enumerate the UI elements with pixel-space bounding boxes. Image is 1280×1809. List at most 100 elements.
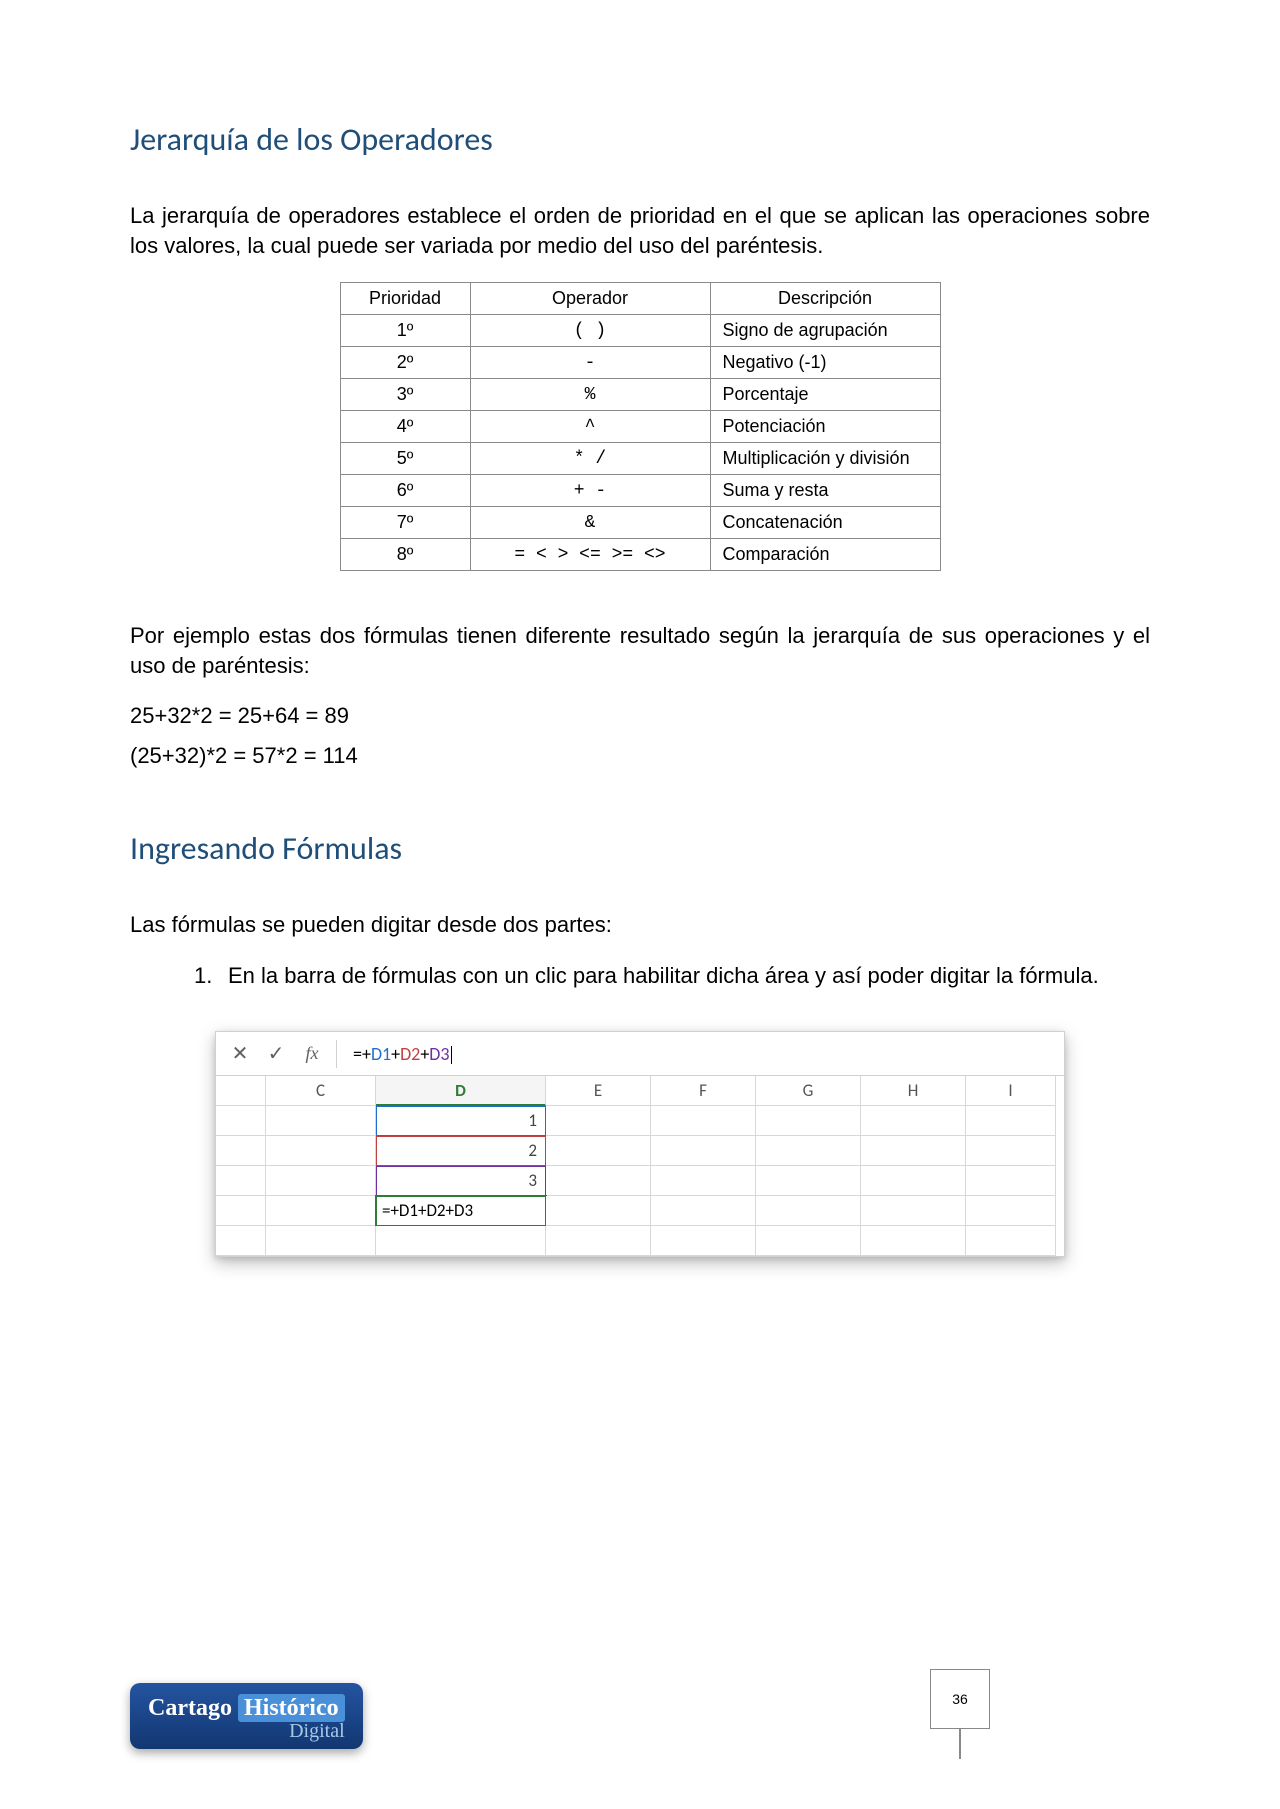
cell[interactable] (756, 1106, 861, 1136)
cell[interactable] (966, 1226, 1056, 1256)
cell[interactable]: 3 (376, 1166, 546, 1196)
example-formula-2: (25+32)*2 = 57*2 = 114 (130, 743, 1150, 769)
intro2: Las fórmulas se pueden digitar desde dos… (130, 910, 1150, 940)
fx-icon[interactable]: fx (294, 1043, 330, 1064)
cell-prio: 5º (340, 443, 470, 475)
cell-op: - (470, 347, 710, 379)
cell-prio: 6º (340, 475, 470, 507)
table-row: 5º* /Multiplicación y división (340, 443, 940, 475)
cell[interactable] (756, 1166, 861, 1196)
list-text: En la barra de fórmulas con un clic para… (228, 961, 1099, 991)
header-prioridad: Prioridad (340, 283, 470, 315)
cell[interactable] (651, 1226, 756, 1256)
cell-prio: 3º (340, 379, 470, 411)
cell[interactable] (216, 1136, 266, 1166)
formula-bar: ✕ ✓ fx =+D1+D2+D3 (216, 1032, 1064, 1076)
cell-desc: Porcentaje (710, 379, 940, 411)
cell-desc: Multiplicación y división (710, 443, 940, 475)
operators-table: Prioridad Operador Descripción 1º( )Sign… (340, 282, 941, 571)
header-descripcion: Descripción (710, 283, 940, 315)
cell[interactable] (216, 1106, 266, 1136)
column-header[interactable]: F (651, 1076, 756, 1106)
formula-bar-input[interactable]: =+D1+D2+D3 (343, 1043, 1058, 1065)
table-row: 6º+ -Suma y resta (340, 475, 940, 507)
cell[interactable] (266, 1136, 376, 1166)
cell-prio: 1º (340, 315, 470, 347)
cell[interactable] (376, 1226, 546, 1256)
cell[interactable] (546, 1166, 651, 1196)
cell[interactable]: 1 (376, 1106, 546, 1136)
cell[interactable] (966, 1136, 1056, 1166)
cell[interactable] (651, 1196, 756, 1226)
column-header[interactable]: G (756, 1076, 861, 1106)
excel-screenshot: ✕ ✓ fx =+D1+D2+D3 CDEFGHI123=+D1+D2+D3 (215, 1031, 1065, 1257)
cell[interactable] (266, 1196, 376, 1226)
cell[interactable] (266, 1226, 376, 1256)
column-header[interactable]: C (266, 1076, 376, 1106)
cell[interactable] (861, 1166, 966, 1196)
accept-icon[interactable]: ✓ (258, 1041, 294, 1066)
cell[interactable] (651, 1106, 756, 1136)
cell[interactable]: 2 (376, 1136, 546, 1166)
cell[interactable] (546, 1226, 651, 1256)
cell-op: % (470, 379, 710, 411)
cancel-icon[interactable]: ✕ (222, 1041, 258, 1066)
cell[interactable] (756, 1196, 861, 1226)
column-header[interactable]: D (376, 1076, 546, 1106)
cell[interactable] (756, 1226, 861, 1256)
logo-text-historico: Histórico (238, 1694, 345, 1722)
formula-bar-divider (336, 1040, 337, 1068)
cell[interactable] (546, 1196, 651, 1226)
table-row: 3º%Porcentaje (340, 379, 940, 411)
cell[interactable] (546, 1136, 651, 1166)
cell[interactable] (861, 1136, 966, 1166)
cell-op: ^ (470, 411, 710, 443)
table-row: 1º( )Signo de agrupación (340, 315, 940, 347)
section-heading-jerarquia: Jerarquía de los Operadores (130, 120, 1150, 159)
cell-desc: Negativo (-1) (710, 347, 940, 379)
list-number: 1. (194, 961, 228, 991)
column-header[interactable]: E (546, 1076, 651, 1106)
operators-table-wrap: Prioridad Operador Descripción 1º( )Sign… (130, 282, 1150, 571)
cell-op: = < > <= >= <> (470, 539, 710, 571)
column-header[interactable]: I (966, 1076, 1056, 1106)
document-page: Jerarquía de los Operadores La jerarquía… (0, 0, 1280, 1809)
cell[interactable] (861, 1226, 966, 1256)
cell[interactable] (546, 1106, 651, 1136)
cell[interactable] (216, 1166, 266, 1196)
cell[interactable] (216, 1226, 266, 1256)
cell-desc: Suma y resta (710, 475, 940, 507)
cell-op: * / (470, 443, 710, 475)
intro-paragraph: La jerarquía de operadores establece el … (130, 201, 1150, 260)
page-footer: Cartago Histórico Digital 36 (130, 1683, 1150, 1749)
cell[interactable] (861, 1106, 966, 1136)
cell[interactable] (966, 1106, 1056, 1136)
spreadsheet-grid[interactable]: CDEFGHI 123=+D1+D2+D3 (216, 1076, 1064, 1256)
cell[interactable]: =+D1+D2+D3 (376, 1196, 546, 1226)
cell-prio: 2º (340, 347, 470, 379)
table-row: 8º= < > <= >= <>Comparación (340, 539, 940, 571)
column-header[interactable]: H (861, 1076, 966, 1106)
cell[interactable] (651, 1166, 756, 1196)
cell[interactable] (861, 1196, 966, 1226)
cell[interactable] (756, 1136, 861, 1166)
cell-prio: 8º (340, 539, 470, 571)
cell-desc: Comparación (710, 539, 940, 571)
page-number-connector (959, 1729, 961, 1759)
cell[interactable] (966, 1196, 1056, 1226)
list-item-1: 1. En la barra de fórmulas con un clic p… (194, 961, 1150, 991)
cell[interactable] (266, 1166, 376, 1196)
logo-text-digital: Digital (148, 1720, 345, 1743)
example-formula-1: 25+32*2 = 25+64 = 89 (130, 703, 1150, 729)
cell[interactable] (651, 1136, 756, 1166)
cell-desc: Potenciación (710, 411, 940, 443)
header-operador: Operador (470, 283, 710, 315)
column-header[interactable] (216, 1076, 266, 1106)
section-heading-ingresando: Ingresando Fórmulas (130, 829, 1150, 868)
cell-op: & (470, 507, 710, 539)
table-row: 2º-Negativo (-1) (340, 347, 940, 379)
cell[interactable] (216, 1196, 266, 1226)
cell[interactable] (266, 1106, 376, 1136)
cell[interactable] (966, 1166, 1056, 1196)
example-intro: Por ejemplo estas dos fórmulas tienen di… (130, 621, 1150, 680)
